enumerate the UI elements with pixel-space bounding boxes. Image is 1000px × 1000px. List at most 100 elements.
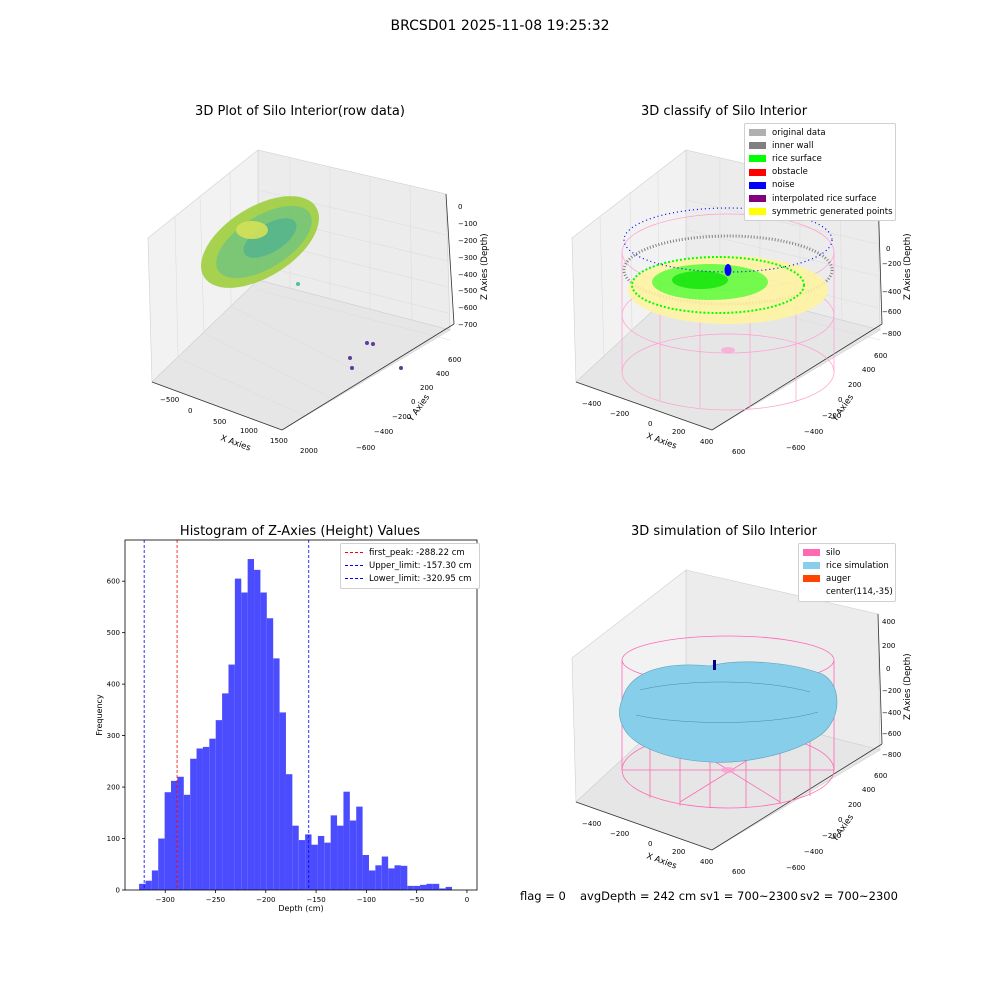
histogram-ytick-label: 300 [107,732,120,740]
histogram-bar [439,888,446,890]
raw-xtick-label: −500 [160,396,179,404]
legend-swatch [803,575,820,583]
legend-label: symmetric generated points [772,206,893,217]
legend-label: noise [772,180,795,191]
raw-xtick-label: 2000 [300,447,318,455]
classify-xtick-label: 200 [672,428,685,436]
raw-ytick-label: 200 [420,384,433,392]
histogram-xaxis-label: Depth (cm) [278,904,323,913]
classify-zaxis-label: Z Axies (Depth) [903,233,913,300]
classify-inner-wall [622,234,834,306]
histogram-bar [317,835,325,890]
histogram-bar [407,885,414,890]
histogram-bar [190,758,197,890]
classify-ytick-label: −200 [822,412,841,420]
histogram-xtick-label: −100 [357,896,376,904]
histogram-xtick-label: −200 [256,896,275,904]
histogram-yaxis-label: Frequency [95,694,104,736]
simulation-zaxis-label: Z Axies (Depth) [903,653,913,720]
histogram-bar [368,870,376,890]
raw-ztick-label: −500 [458,287,477,295]
simulation-legend: silo rice simulation auger center(114,-3… [798,543,896,602]
legend-item-obstacle: obstacle [749,166,891,179]
legend-item-first-peak: first_peak: -288.22 cm [345,546,475,559]
legend-item-center: center(114,-35) [803,586,893,599]
histogram-bar [266,618,274,890]
raw-zaxis-label: Z Axies (Depth) [480,233,490,300]
raw-ytick-label: −400 [374,428,393,436]
histogram-ytick-label: 400 [107,681,120,689]
simulation-3d-plot: −400 −200 0 200 400 600 X Axies 600 400 … [571,569,913,876]
histogram-bar [273,658,280,890]
raw-outlier-points [296,282,403,370]
classify-ztick-label: −400 [882,288,901,296]
legend-item-rice-simulation: rice simulation [803,559,891,572]
histogram-bar [292,825,299,890]
raw-ytick-label: 400 [436,370,449,378]
histogram-bar [356,806,363,890]
classify-ytick-label: 0 [838,396,842,404]
simulation-rice-surface [619,661,838,763]
histogram-bar [215,720,223,890]
classify-ytick-label: 400 [862,366,875,374]
histogram-ytick-label: 500 [107,629,120,637]
classify-ytick-label: −400 [804,428,823,436]
raw-yaxis-label: Y Axies [406,392,433,424]
histogram-bar [196,748,203,890]
histogram-xtick-label: −250 [206,896,225,904]
classify-ztick-label: 0 [886,245,890,253]
histogram-axes-frame [124,539,478,891]
histogram-bar [145,880,152,890]
histogram-bar [375,865,382,890]
simulation-ytick-label: 0 [838,816,842,824]
simulation-ytick-label: 200 [848,801,861,809]
histogram-xtick-label: −300 [156,896,175,904]
status-flag: flag = 0 [520,889,566,903]
classify-xtick-label: −400 [582,400,601,408]
legend-label: inner wall [772,140,814,151]
histogram-xtick-label: −150 [306,896,325,904]
legend-label: rice simulation [826,560,889,571]
classify-xtick-label: 600 [732,448,745,456]
histogram-bar [413,885,421,890]
legend-label: original data [772,127,826,138]
status-sv1: sv1 = 700~2300 [700,889,798,903]
legend-item-interpolated-rice-surface: interpolated rice surface [749,192,891,205]
histogram-bar [247,559,255,890]
legend-item-silo: silo [803,546,891,559]
histogram-bar [285,774,293,890]
legend-swatch [749,155,766,163]
legend-item-original-data: original data [749,126,891,139]
simulation-ztick-label: −200 [882,687,901,695]
simulation-ytick-label: −400 [804,848,823,856]
simulation-yaxis-label: Y Axies [830,812,857,844]
histogram-bar [158,838,165,890]
histogram-bar [330,815,338,890]
legend-swatch [803,589,820,596]
figure-title: BRCSD01 2025-11-08 19:25:32 [390,18,610,34]
histogram-reference-lines [143,540,310,890]
classify-legend: original data inner wall rice surface ob… [744,123,896,222]
histogram-xtick-label: −50 [409,896,424,904]
raw-plot-title: 3D Plot of Silo Interior(row data) [195,104,405,119]
histogram-bar [381,856,389,890]
simulation-xtick-label: −400 [582,820,601,828]
raw-point-cloud [201,196,319,288]
histogram-bars [139,559,453,890]
simulation-xtick-label: 0 [648,840,652,848]
legend-swatch [803,549,820,557]
classify-xtick-label: 0 [648,420,652,428]
raw-ztick-label: −100 [458,220,477,228]
classify-plot-title: 3D classify of Silo Interior [640,104,808,119]
histogram-bar [426,883,433,890]
raw-ztick-label: −400 [458,271,477,279]
histogram-bar [222,693,229,890]
legend-item-symmetric-generated-points: symmetric generated points [749,205,893,218]
simulation-ztick-label: −400 [882,709,901,717]
histogram-ytick-label: 100 [107,835,120,843]
legend-label: obstacle [772,167,808,178]
classify-noise-points [623,207,833,276]
classify-ytick-label: 600 [874,352,887,360]
raw-ztick-label: −200 [458,237,477,245]
legend-swatch [749,142,766,150]
